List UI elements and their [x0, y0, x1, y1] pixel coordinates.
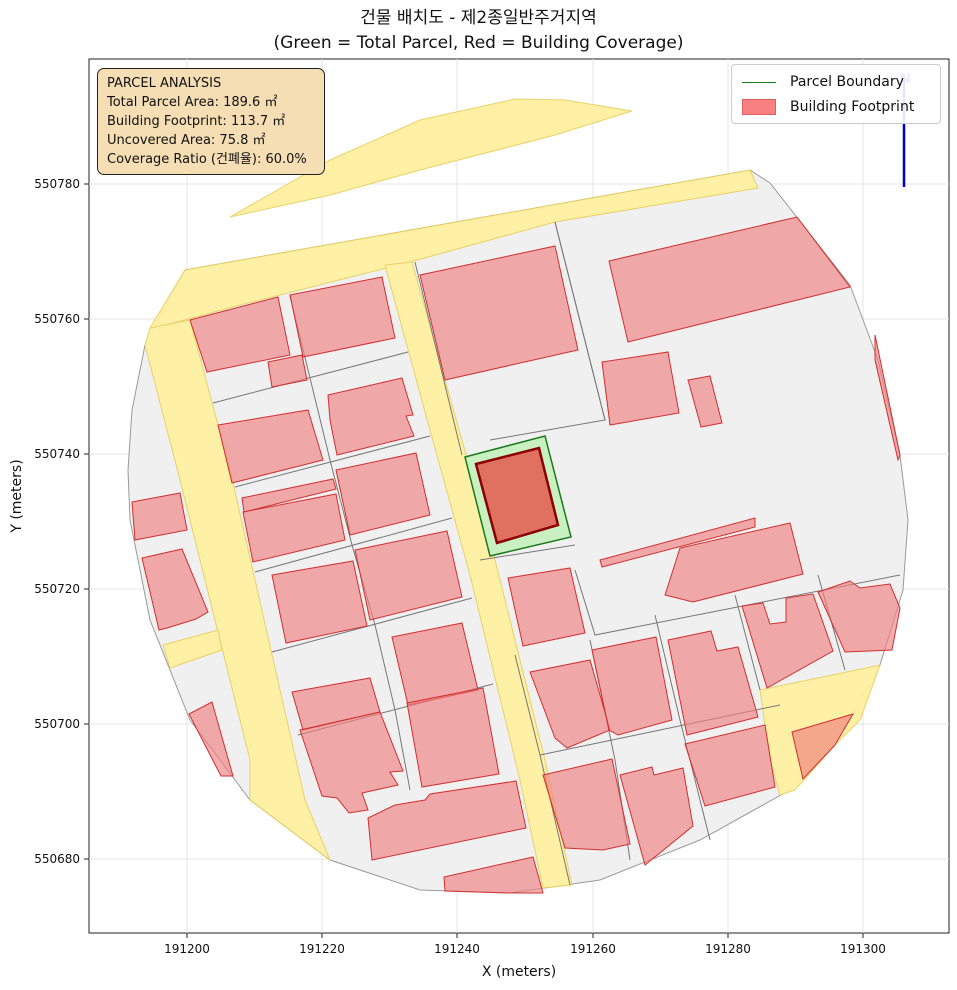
x-tick-label: 191260: [570, 942, 616, 956]
y-tick-labels: 550780 550760 550740 550720 550700 55068…: [34, 177, 80, 866]
building: [406, 687, 500, 788]
building: [791, 713, 855, 781]
building: [188, 701, 234, 777]
building: [267, 354, 308, 388]
building: [599, 517, 756, 568]
y-tick-label: 550700: [34, 717, 80, 731]
x-tick-label: 191220: [299, 942, 345, 956]
y-axis-label: Y (meters): [9, 459, 25, 533]
building: [542, 758, 631, 851]
x-tick-label: 191240: [434, 942, 480, 956]
legend-patch-swatch: [742, 99, 776, 115]
info-uncovered: Uncovered Area: 75.8 ㎡: [107, 133, 266, 148]
roads: [144, 98, 881, 889]
building: [299, 711, 404, 814]
building: [131, 492, 188, 541]
info-heading: PARCEL ANALYSIS: [107, 76, 222, 91]
building: [335, 452, 431, 536]
building: [687, 375, 723, 428]
y-tick-label: 550680: [34, 852, 80, 866]
building: [591, 636, 673, 736]
building: [608, 216, 851, 343]
building: [874, 334, 901, 462]
map-title-line1: 건물 배치도 - 제2종일반주거지역: [360, 8, 597, 28]
x-tick-label: 191300: [840, 942, 886, 956]
y-tick-label: 550780: [34, 177, 80, 191]
building: [289, 276, 396, 358]
parcel-analysis-box: PARCEL ANALYSIS Total Parcel Area: 189.6…: [97, 68, 325, 175]
building: [507, 567, 586, 647]
legend-label: Parcel Boundary: [790, 74, 904, 90]
target-building: [474, 446, 560, 545]
building: [741, 593, 834, 689]
road-west-spur: [162, 629, 223, 669]
y-tick-label: 550740: [34, 447, 80, 461]
building: [601, 351, 680, 426]
building: [664, 522, 804, 603]
building: [241, 478, 337, 513]
legend-line-swatch: [742, 81, 776, 83]
axis-ticks: [84, 183, 864, 938]
legend-item-parcel: Parcel Boundary: [742, 72, 904, 92]
y-tick-label: 550720: [34, 582, 80, 596]
x-tick-label: 191280: [705, 942, 751, 956]
building: [141, 548, 209, 631]
building: [443, 856, 544, 894]
map-title-line2: (Green = Total Parcel, Red = Building Co…: [273, 33, 684, 53]
building: [667, 630, 759, 736]
building: [817, 580, 901, 653]
map-legend: Parcel Boundary Building Footprint: [731, 64, 941, 124]
building: [242, 493, 346, 563]
building: [217, 409, 324, 484]
road-west: [144, 319, 332, 862]
building: [189, 296, 291, 373]
building: [354, 530, 463, 621]
info-total-area: Total Parcel Area: 189.6 ㎡: [107, 95, 278, 110]
x-tick-label: 191200: [164, 942, 210, 956]
info-coverage: Coverage Ratio (건폐율): 60.0%: [107, 152, 307, 167]
x-tick-labels: 191200 191220 191240 191260 191280 19130…: [164, 942, 886, 956]
building: [529, 659, 611, 749]
y-tick-label: 550760: [34, 312, 80, 326]
x-axis-label: X (meters): [482, 964, 556, 980]
building: [327, 377, 415, 456]
legend-item-building: Building Footprint: [742, 97, 914, 117]
building: [619, 766, 694, 866]
building: [271, 560, 368, 644]
info-footprint: Building Footprint: 113.7 ㎡: [107, 114, 286, 129]
building: [684, 724, 776, 807]
legend-label: Building Footprint: [790, 99, 915, 115]
road-top: [229, 98, 633, 218]
building: [367, 780, 527, 861]
buildings: [131, 216, 901, 894]
building: [419, 245, 579, 381]
